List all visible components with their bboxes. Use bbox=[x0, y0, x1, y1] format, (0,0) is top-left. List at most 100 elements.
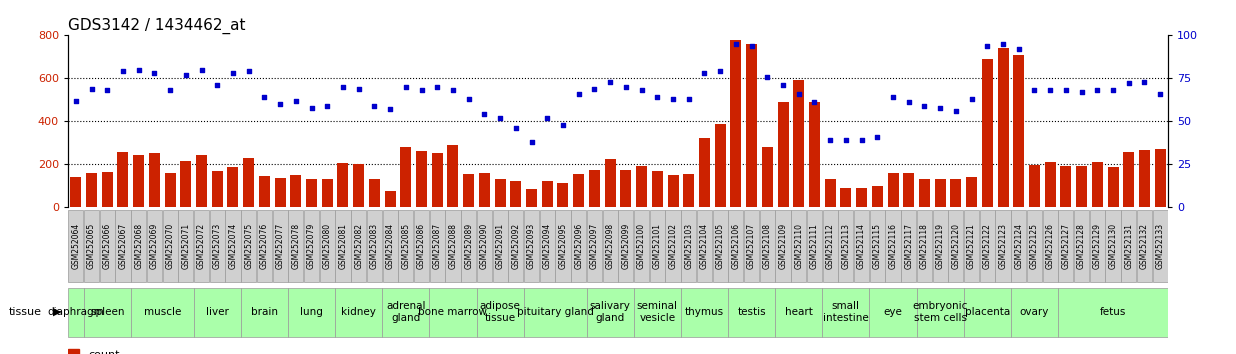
FancyBboxPatch shape bbox=[571, 210, 586, 282]
Bar bbox=[997, 48, 1009, 207]
Text: embryonic
stem cells: embryonic stem cells bbox=[912, 301, 968, 323]
Text: bone marrow: bone marrow bbox=[419, 307, 487, 317]
FancyBboxPatch shape bbox=[697, 210, 712, 282]
Point bbox=[868, 134, 887, 139]
FancyBboxPatch shape bbox=[870, 210, 885, 282]
FancyBboxPatch shape bbox=[524, 210, 539, 282]
Text: fetus: fetus bbox=[1100, 307, 1126, 317]
Bar bbox=[1044, 162, 1056, 207]
FancyBboxPatch shape bbox=[728, 210, 743, 282]
Text: GSM252086: GSM252086 bbox=[417, 223, 426, 269]
Text: adrenal
gland: adrenal gland bbox=[386, 301, 425, 323]
Bar bbox=[527, 189, 538, 207]
Point bbox=[332, 84, 353, 90]
FancyBboxPatch shape bbox=[681, 210, 696, 282]
FancyBboxPatch shape bbox=[335, 288, 382, 337]
FancyBboxPatch shape bbox=[1011, 210, 1026, 282]
Text: GSM252118: GSM252118 bbox=[920, 223, 929, 269]
Bar bbox=[87, 173, 98, 207]
Bar bbox=[651, 171, 662, 207]
Text: GSM252111: GSM252111 bbox=[810, 223, 819, 269]
Bar bbox=[667, 175, 679, 207]
FancyBboxPatch shape bbox=[288, 288, 335, 337]
FancyBboxPatch shape bbox=[869, 288, 917, 337]
Text: GSM252101: GSM252101 bbox=[653, 223, 661, 269]
Text: GSM252125: GSM252125 bbox=[1030, 223, 1039, 269]
FancyBboxPatch shape bbox=[744, 210, 759, 282]
Text: GSM252095: GSM252095 bbox=[559, 223, 567, 269]
Point bbox=[1041, 87, 1060, 93]
FancyBboxPatch shape bbox=[524, 288, 587, 337]
FancyBboxPatch shape bbox=[241, 288, 288, 337]
Text: GDS3142 / 1434462_at: GDS3142 / 1434462_at bbox=[68, 18, 246, 34]
Bar bbox=[747, 44, 758, 207]
Text: spleen: spleen bbox=[90, 307, 125, 317]
Bar bbox=[290, 175, 302, 207]
Text: GSM252119: GSM252119 bbox=[936, 223, 944, 269]
Point bbox=[758, 74, 777, 79]
Text: diaphragm: diaphragm bbox=[47, 307, 104, 317]
FancyBboxPatch shape bbox=[351, 210, 366, 282]
Text: ▶: ▶ bbox=[53, 307, 62, 317]
Point bbox=[208, 82, 227, 88]
Bar bbox=[307, 179, 318, 207]
Text: GSM252094: GSM252094 bbox=[543, 223, 551, 269]
Text: GSM252124: GSM252124 bbox=[1015, 223, 1023, 269]
FancyBboxPatch shape bbox=[1090, 210, 1105, 282]
Text: small
intestine: small intestine bbox=[823, 301, 869, 323]
FancyBboxPatch shape bbox=[901, 210, 916, 282]
Point bbox=[365, 103, 384, 109]
Text: GSM252076: GSM252076 bbox=[260, 223, 269, 269]
Bar bbox=[934, 179, 946, 207]
Point bbox=[774, 82, 794, 88]
Text: GSM252077: GSM252077 bbox=[276, 223, 284, 269]
Point bbox=[381, 107, 400, 112]
Text: GSM252116: GSM252116 bbox=[889, 223, 897, 269]
Text: GSM252067: GSM252067 bbox=[119, 223, 127, 269]
FancyBboxPatch shape bbox=[618, 210, 633, 282]
Bar bbox=[1060, 166, 1072, 207]
FancyBboxPatch shape bbox=[933, 210, 948, 282]
Text: GSM252093: GSM252093 bbox=[527, 223, 536, 269]
Text: eye: eye bbox=[884, 307, 902, 317]
Bar bbox=[211, 171, 222, 207]
Text: GSM252121: GSM252121 bbox=[967, 223, 976, 269]
Bar bbox=[1091, 162, 1103, 207]
Point bbox=[161, 87, 180, 93]
Text: GSM252113: GSM252113 bbox=[842, 223, 850, 269]
Point bbox=[538, 115, 557, 121]
FancyBboxPatch shape bbox=[304, 210, 319, 282]
Point bbox=[271, 101, 290, 107]
Text: GSM252085: GSM252085 bbox=[402, 223, 410, 269]
Text: GSM252081: GSM252081 bbox=[339, 223, 347, 269]
Bar bbox=[274, 178, 286, 207]
FancyBboxPatch shape bbox=[713, 210, 728, 282]
FancyBboxPatch shape bbox=[791, 210, 806, 282]
Bar bbox=[698, 138, 709, 207]
Text: tissue: tissue bbox=[9, 307, 42, 317]
Text: GSM252079: GSM252079 bbox=[307, 223, 316, 269]
Text: GSM252074: GSM252074 bbox=[229, 223, 237, 269]
FancyBboxPatch shape bbox=[603, 210, 618, 282]
Text: GSM252073: GSM252073 bbox=[213, 223, 221, 269]
FancyBboxPatch shape bbox=[681, 288, 728, 337]
Bar bbox=[68, 349, 79, 354]
Point bbox=[442, 87, 462, 93]
Point bbox=[711, 69, 730, 74]
FancyBboxPatch shape bbox=[665, 210, 681, 282]
Bar bbox=[808, 102, 819, 207]
FancyBboxPatch shape bbox=[115, 210, 131, 282]
FancyBboxPatch shape bbox=[1074, 210, 1089, 282]
Text: GSM252117: GSM252117 bbox=[905, 223, 913, 269]
Text: placenta: placenta bbox=[964, 307, 1010, 317]
Text: kidney: kidney bbox=[341, 307, 376, 317]
Text: GSM252089: GSM252089 bbox=[465, 223, 473, 269]
Point bbox=[616, 84, 635, 90]
FancyBboxPatch shape bbox=[995, 210, 1011, 282]
Bar bbox=[730, 40, 742, 207]
Bar bbox=[950, 179, 962, 207]
Bar bbox=[1138, 150, 1149, 207]
Text: testis: testis bbox=[737, 307, 766, 317]
Point bbox=[412, 87, 431, 93]
FancyBboxPatch shape bbox=[493, 210, 508, 282]
